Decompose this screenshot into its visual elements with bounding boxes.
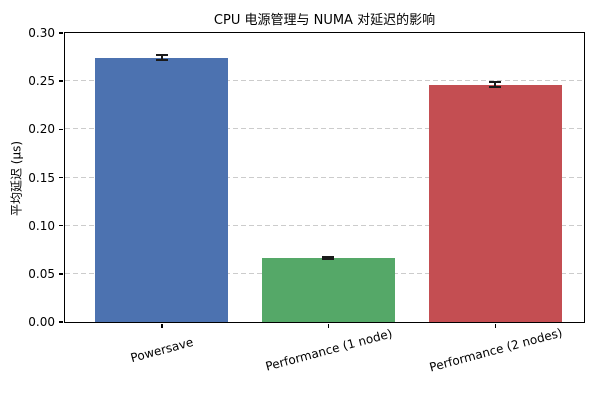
error-cap-top-powersave [155,53,168,56]
gridline-y-0.25 [64,80,584,82]
error-cap-bottom-performance-1-node [322,257,334,260]
y-tick-label-0.15: 0.15 [28,170,55,185]
error-bar-performance-2-nodes [494,81,496,88]
y-tick-label-0.25: 0.25 [28,74,55,89]
x-tick-label-performance-1-node: Performance (1 node) [263,326,394,374]
y-tick-label-0.30: 0.30 [28,26,55,40]
y-tick-0.20 [59,128,63,131]
error-cap-bottom-powersave [155,59,168,62]
plot-area [63,31,585,323]
y-tick-0.25 [59,80,63,82]
x-tick-label-performance-2-nodes: Performance (2 nodes) [427,325,564,375]
y-tick-0.30 [59,32,63,34]
error-cap-top-performance-2-nodes [489,80,501,83]
error-bar-powersave [160,54,163,61]
x-tick-label-powersave: Powersave [128,334,195,366]
y-tick-label-0.00: 0.00 [28,315,55,329]
error-cap-bottom-performance-2-nodes [489,86,501,89]
gridline-y-0.15 [64,176,584,178]
x-tick-performance-1-node [327,323,330,328]
y-tick-0.10 [59,224,63,227]
error-cap-top-performance-1-node [322,255,334,258]
y-tick-label-0.10: 0.10 [28,218,55,233]
x-tick-performance-2-nodes [494,323,497,328]
x-tick-powersave [161,323,163,328]
y-tick-label-0.05: 0.05 [28,266,55,281]
gridline-y-0.20 [64,128,584,130]
gridline-y-0.10 [64,224,584,226]
chart-title: CPU 电源管理与 NUMA 对延迟的影响 [213,13,436,28]
bar-powersave [95,57,228,322]
y-tick-0.15 [59,176,63,179]
y-tick-0.05 [59,273,63,275]
y-tick-label-0.20: 0.20 [28,122,55,137]
y-tick-0.00 [59,321,63,323]
bar-performance-1-node [261,257,395,322]
bar-performance-2-nodes [428,84,562,322]
